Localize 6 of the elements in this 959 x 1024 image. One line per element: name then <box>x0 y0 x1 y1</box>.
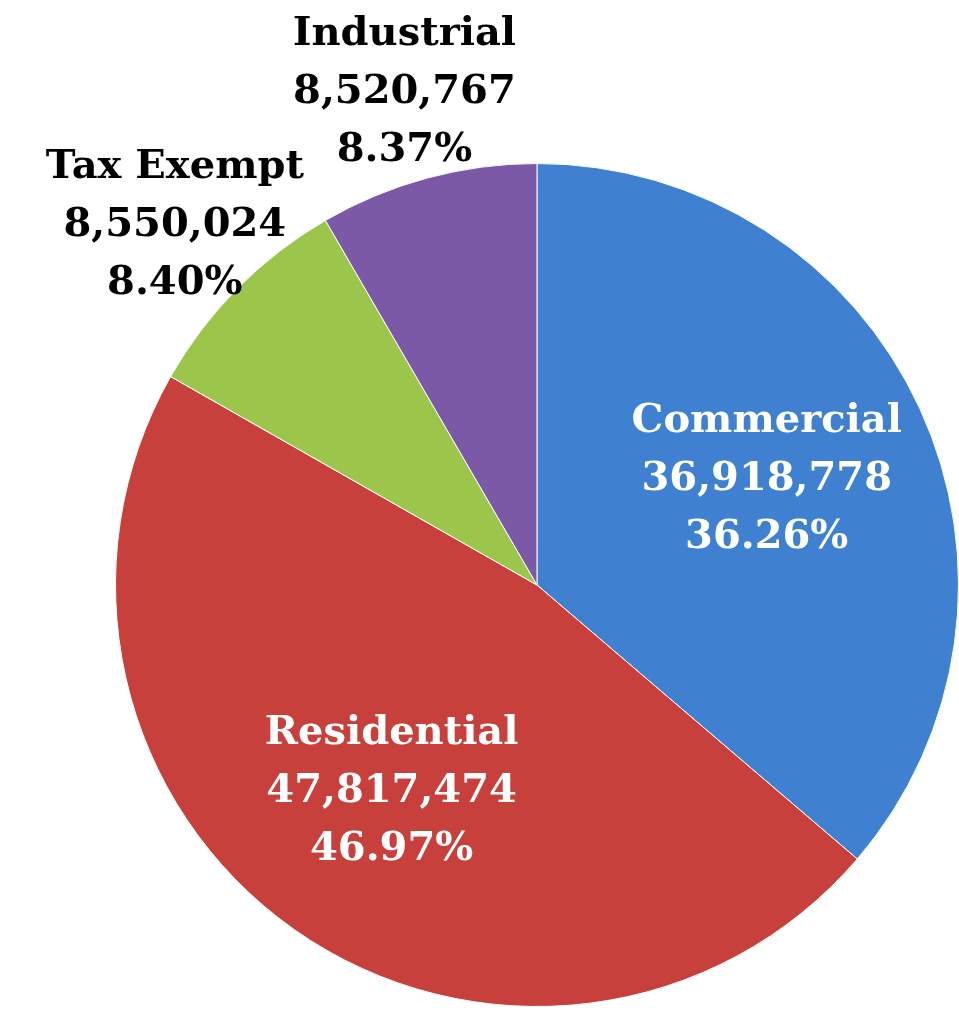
data-label: 36,918,778 36.26% <box>641 451 892 557</box>
data-label: 8,550,024 8.40% <box>63 198 287 304</box>
slice-label: Industrial <box>292 6 517 54</box>
data-label: 47,817,474 46.97% <box>266 764 517 870</box>
slice-label: Commercial <box>631 393 902 441</box>
slice-label: Residential <box>264 706 519 754</box>
